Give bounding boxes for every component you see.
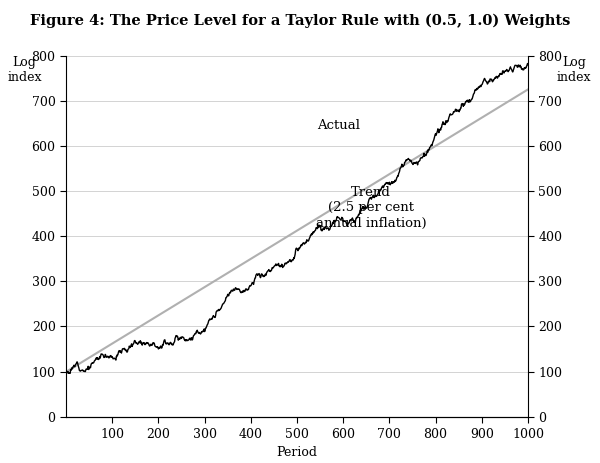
Text: Trend
(2.5 per cent
annual inflation): Trend (2.5 per cent annual inflation) bbox=[316, 187, 426, 230]
Text: Figure 4: The Price Level for a Taylor Rule with (0.5, 1.0) Weights: Figure 4: The Price Level for a Taylor R… bbox=[30, 14, 570, 28]
X-axis label: Period: Period bbox=[277, 446, 317, 459]
Text: Log
index: Log index bbox=[557, 56, 592, 83]
Text: Actual: Actual bbox=[317, 119, 360, 132]
Text: Log
index: Log index bbox=[7, 56, 41, 83]
